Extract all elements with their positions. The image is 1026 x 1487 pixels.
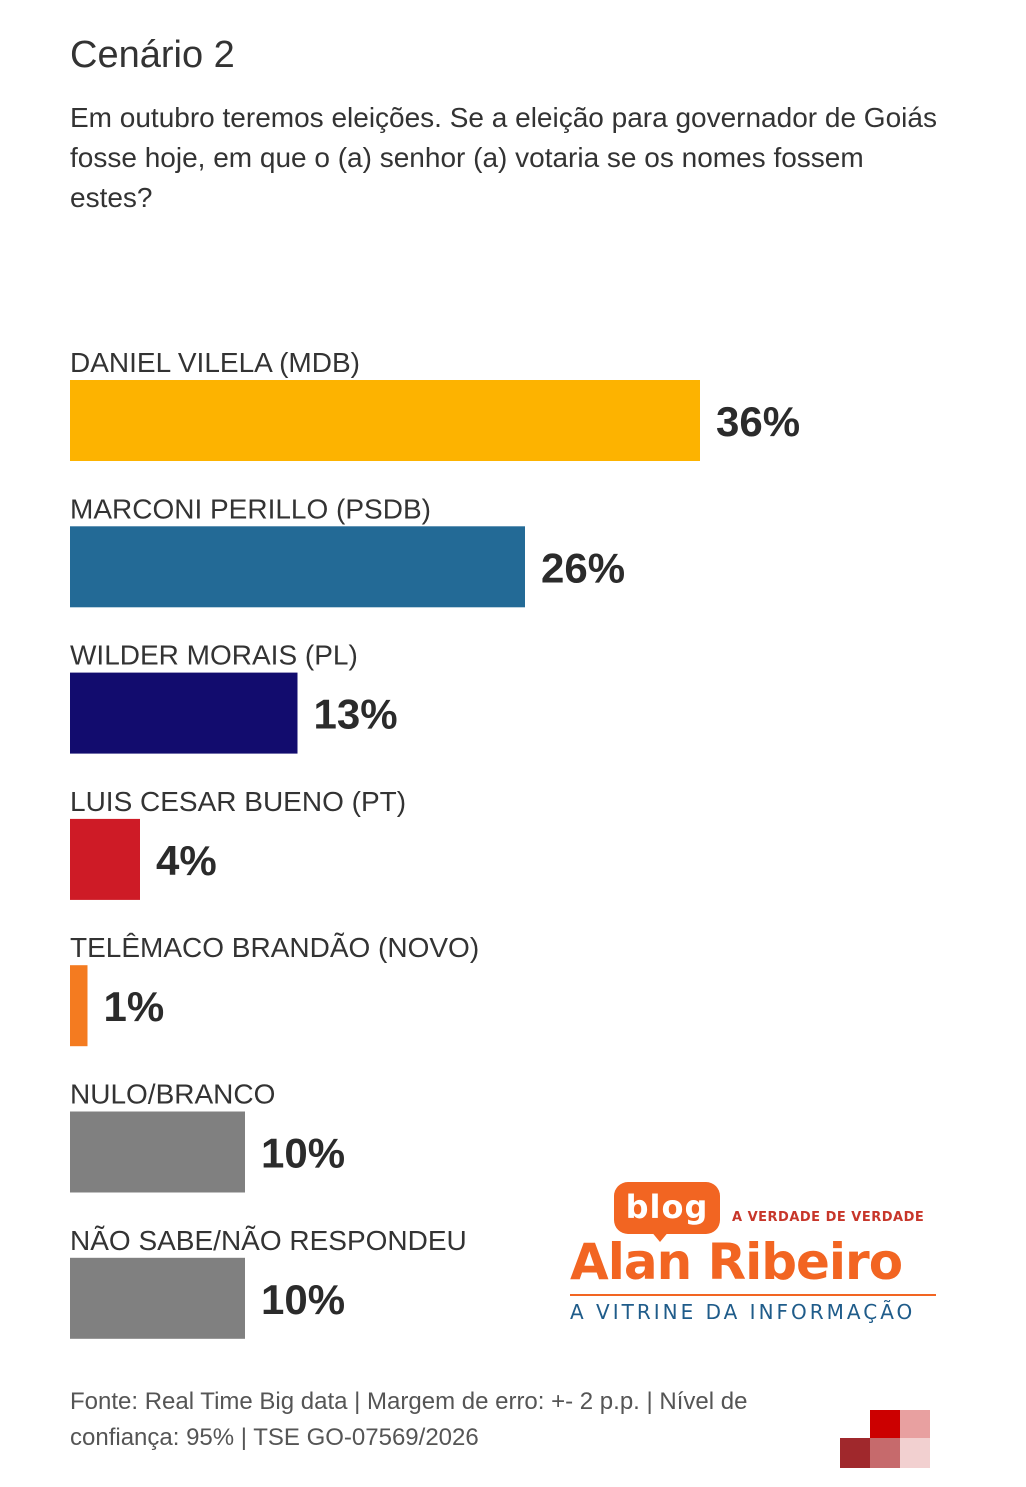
logo-blog-badge: blog — [614, 1182, 720, 1234]
logo-divider — [570, 1294, 936, 1296]
bar — [70, 380, 700, 461]
bar-value-label: 26% — [541, 544, 625, 591]
source-note: Fonte: Real Time Big data | Margem de er… — [70, 1388, 748, 1451]
bar-label: DANIEL VILELA (MDB) — [70, 347, 360, 378]
bar-label: MARCONI PERILLO (PSDB) — [70, 493, 431, 524]
bar — [70, 1257, 245, 1339]
bar — [70, 818, 140, 900]
bar — [70, 1111, 245, 1193]
bar-label: WILDER MORAIS (PL) — [70, 640, 358, 671]
bar-value-label: 1% — [104, 983, 165, 1030]
bar — [70, 672, 298, 754]
bar-value-label: 10% — [261, 1276, 345, 1323]
bar-value-label: 13% — [314, 691, 398, 738]
bar-label: TELÊMACO BRANDÃO (NOVO) — [70, 932, 479, 963]
bar-label: LUIS CESAR BUENO (PT) — [70, 786, 406, 817]
bar-label: NÃO SABE/NÃO RESPONDEU — [70, 1225, 467, 1256]
logo-tagline: A VERDADE DE VERDADE — [732, 1210, 925, 1225]
bar-chart: DANIEL VILELA (MDB) 36% MARCONI PERILLO (P… — [70, 347, 800, 1339]
chart-question: Em outubro teremos eleições. Se a eleiçã… — [70, 102, 937, 213]
chart-title: Cenário 2 — [70, 34, 235, 76]
logo-speech-tail — [650, 1230, 670, 1242]
corner-mark-icon — [840, 1384, 940, 1474]
bar — [70, 526, 525, 608]
bar — [70, 965, 88, 1047]
bar-value-label: 10% — [261, 1130, 345, 1177]
logo-name: Alan Ribeiro — [570, 1233, 903, 1291]
blog-logo: blog A VERDADE DE VERDADE Alan Ribeiro A… — [570, 1180, 950, 1330]
bar-value-label: 4% — [156, 837, 217, 884]
bar-label: NULO/BRANCO — [70, 1079, 275, 1110]
logo-motto: A VITRINE DA INFORMAÇÃO — [570, 1300, 916, 1324]
bar-value-label: 36% — [716, 398, 800, 445]
